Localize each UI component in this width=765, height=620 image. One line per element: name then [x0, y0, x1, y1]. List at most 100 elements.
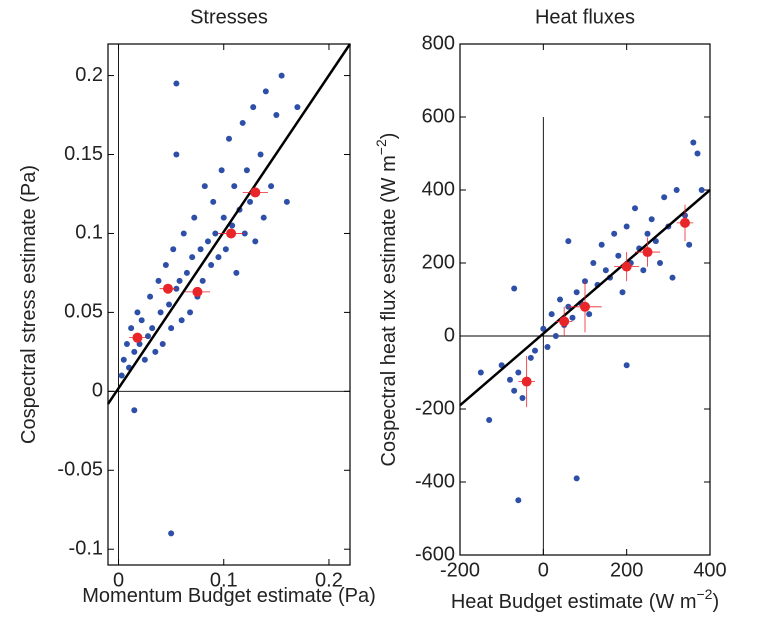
y-tick-label: 200 — [422, 251, 455, 273]
x-tick-label: 0 — [113, 569, 124, 591]
point — [210, 198, 217, 205]
point — [149, 325, 156, 332]
point — [120, 356, 127, 363]
point — [162, 262, 169, 269]
point — [573, 475, 580, 482]
point — [540, 325, 547, 332]
point — [268, 183, 275, 190]
point — [152, 348, 159, 355]
point — [260, 214, 267, 221]
y-tick-label: 0.2 — [75, 64, 103, 86]
mean-point — [192, 286, 203, 297]
y-tick-label: -0.05 — [57, 459, 103, 481]
point — [229, 222, 236, 229]
point — [173, 151, 180, 158]
y-tick-label: -0.1 — [69, 537, 103, 559]
point — [250, 104, 257, 111]
y-tick-label: 400 — [422, 178, 455, 200]
mean-point — [226, 228, 237, 239]
x-label: Heat Budget estimate (W m−2) — [451, 586, 719, 614]
y-tick-label: 0 — [92, 380, 103, 402]
label-sup: −2 — [697, 586, 713, 602]
point — [155, 277, 162, 284]
panel-title: Heat fluxes — [535, 6, 635, 28]
y-tick-label: 0.05 — [64, 301, 103, 323]
point — [157, 309, 164, 316]
mean-point — [250, 187, 261, 198]
point — [199, 277, 206, 284]
y-tick-label: -200 — [415, 397, 455, 419]
x-tick-label: 200 — [610, 559, 643, 581]
point — [212, 230, 219, 237]
point — [131, 348, 138, 355]
point — [515, 369, 522, 376]
mean-point — [132, 332, 143, 343]
point — [262, 88, 269, 95]
point — [569, 314, 576, 321]
point — [189, 254, 196, 261]
point — [640, 267, 647, 274]
point — [173, 80, 180, 87]
point — [611, 230, 618, 237]
point — [527, 354, 534, 361]
point — [532, 347, 538, 354]
point — [170, 246, 177, 253]
label-text: Cospectral heat flux estimate (W m — [378, 155, 400, 466]
point — [283, 198, 290, 205]
point — [673, 187, 680, 193]
point — [590, 260, 597, 266]
point — [644, 230, 651, 237]
point — [197, 246, 204, 253]
mean-point — [559, 316, 570, 327]
point — [204, 238, 211, 245]
point — [544, 343, 551, 350]
point — [187, 309, 194, 316]
x-tick-label: 0 — [538, 559, 549, 581]
point — [648, 216, 655, 223]
y-tick-label: 0.15 — [64, 143, 103, 165]
point — [565, 238, 572, 245]
point — [686, 241, 693, 248]
point — [218, 167, 225, 174]
point — [215, 254, 222, 261]
point — [632, 205, 638, 212]
point — [548, 311, 555, 318]
point — [477, 369, 484, 376]
point — [138, 317, 145, 324]
point — [586, 311, 593, 318]
point — [208, 262, 215, 269]
label-end: ) — [712, 591, 719, 613]
label-text: Heat Budget estimate (W m — [451, 591, 697, 613]
x-label: Momentum Budget estimate (Pa) — [82, 585, 375, 607]
mean-point — [162, 283, 173, 294]
point — [183, 269, 190, 276]
point — [602, 267, 609, 274]
point — [134, 309, 141, 316]
x-tick-label: 0.1 — [210, 569, 238, 591]
point — [144, 333, 151, 340]
point — [669, 274, 676, 281]
mean-point — [580, 301, 590, 312]
point — [241, 230, 248, 237]
point — [623, 223, 630, 230]
point — [178, 317, 185, 324]
mean-point — [680, 217, 690, 228]
point — [233, 269, 240, 276]
y-tick-label: 0.1 — [75, 222, 103, 244]
point — [180, 230, 187, 237]
mean-point — [621, 261, 632, 272]
point — [511, 387, 518, 394]
y-label: Cospectral heat flux estimate (W m−2) — [373, 133, 401, 467]
x-tick-label: -200 — [440, 559, 480, 581]
point — [220, 214, 227, 221]
point — [131, 407, 138, 414]
point — [226, 135, 232, 142]
point — [515, 497, 522, 504]
point — [573, 289, 580, 296]
point — [661, 194, 668, 201]
point — [657, 260, 663, 266]
point — [278, 72, 285, 79]
point — [694, 150, 701, 157]
